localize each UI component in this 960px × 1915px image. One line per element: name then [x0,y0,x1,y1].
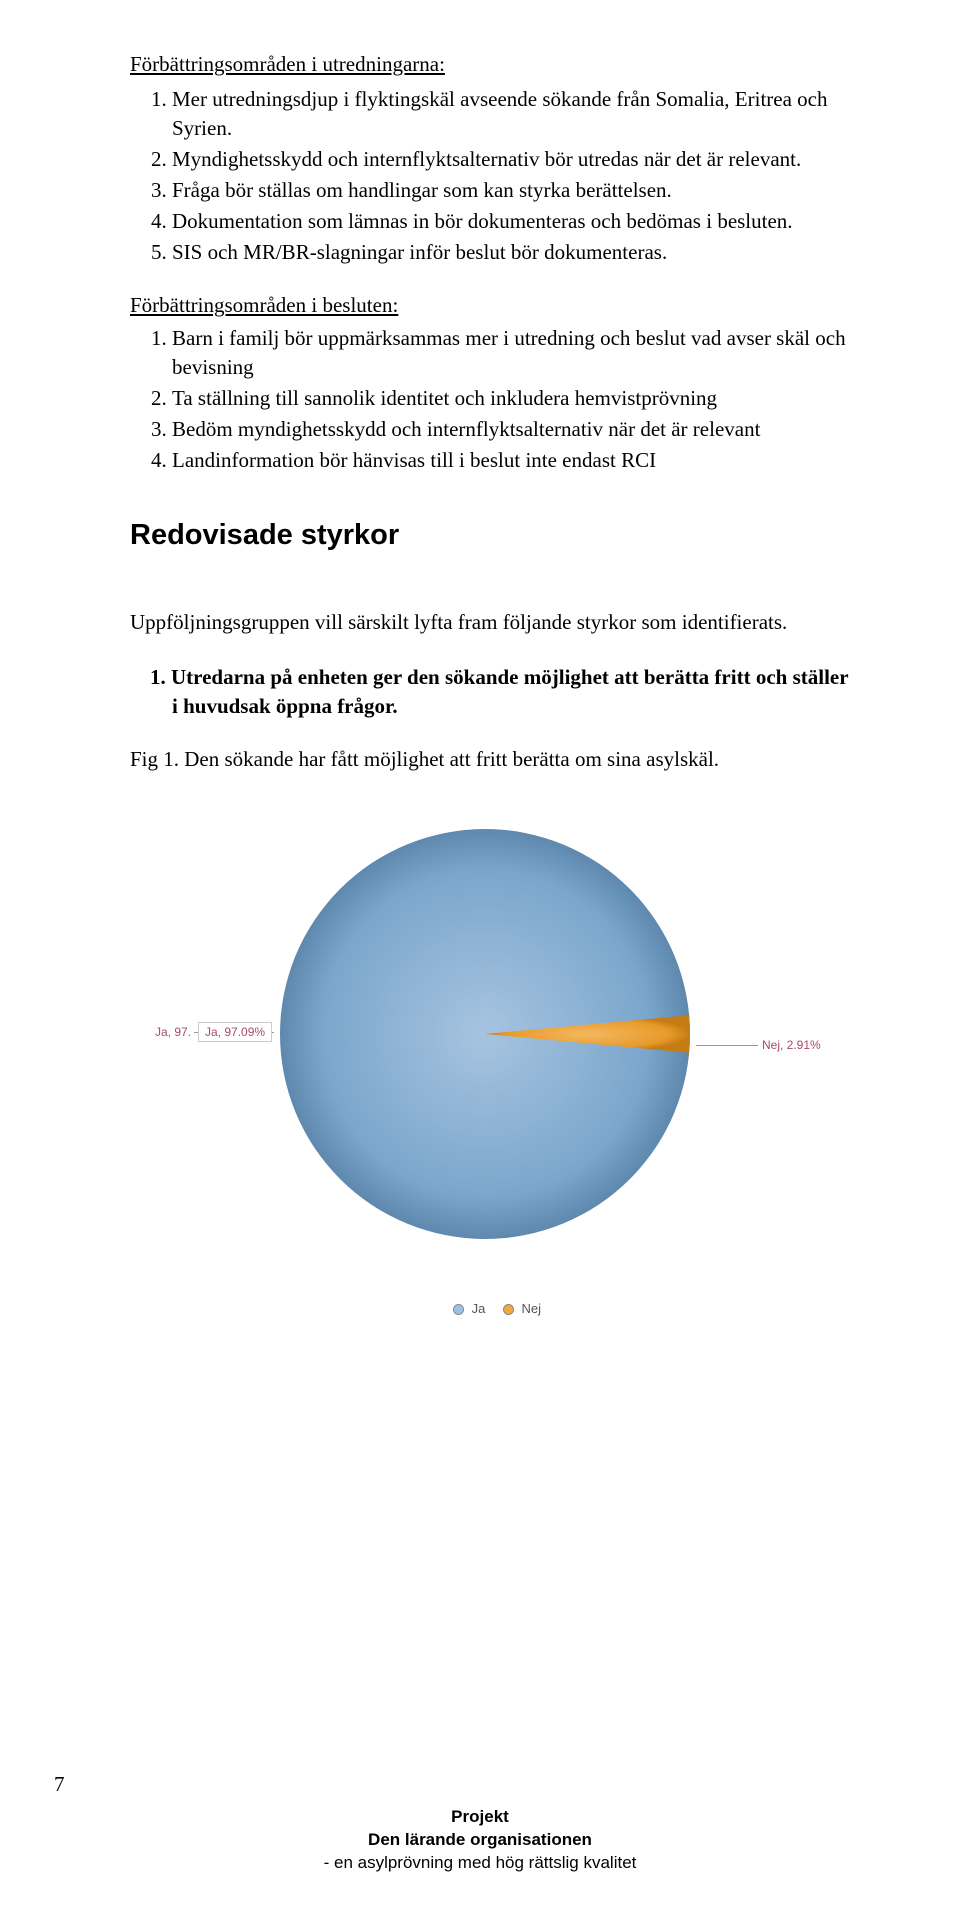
list-item: SIS och MR/BR-slagningar inför beslut bö… [172,238,850,267]
legend-label-nej: Nej [522,1301,542,1316]
pie-wrap [275,824,695,1244]
list-item: Mer utredningsdjup i flyktingskäl avseen… [172,85,850,143]
page-number: 7 [54,1772,65,1797]
list-besluten: Barn i familj bör uppmärksammas mer i ut… [130,324,850,475]
pie-label-ja-box: Ja, 97.09% [198,1022,272,1042]
list-item: Barn i familj bör uppmärksammas mer i ut… [172,324,850,382]
numbered-bold-item: 1. Utredarna på enheten ger den sökande … [130,663,850,721]
list-item: Dokumentation som lämnas in bör dokument… [172,207,850,236]
list-item: Landinformation bör hänvisas till i besl… [172,446,850,475]
legend-dot-nej [503,1304,514,1315]
pie-chart: Ja, 97. Ja, 97.09% Nej, 2.91% Ja Nej [130,784,850,1324]
connector-line [696,1045,758,1046]
legend-dot-ja [453,1304,464,1315]
section-heading-besluten: Förbättringsområden i besluten: [130,293,850,318]
footer-subtitle: - en asylprövning med hög rättslig kvali… [0,1852,960,1875]
list-item: Fråga bör ställas om handlingar som kan … [172,176,850,205]
pie-svg [275,824,695,1244]
page-footer: Projekt Den lärande organisationen - en … [0,1806,960,1875]
section-heading-utredningarna: Förbättringsområden i utredningarna: [130,50,850,79]
pie-label-nej: Nej, 2.91% [762,1038,821,1052]
list-item: Myndighetsskydd och internflyktsalternat… [172,145,850,174]
list-item: Bedöm myndighetsskydd och internflyktsal… [172,415,850,444]
list-utredningarna: Mer utredningsdjup i flyktingskäl avseen… [130,85,850,267]
chart-legend: Ja Nej [130,1301,850,1316]
pie-label-ja-truncated: Ja, 97. [155,1025,191,1039]
list-item: Ta ställning till sannolik identitet och… [172,384,850,413]
legend-label-ja: Ja [472,1301,486,1316]
figure-caption: Fig 1. Den sökande har fått möjlighet at… [130,745,850,774]
intro-paragraph: Uppföljningsgruppen vill särskilt lyfta … [130,608,850,637]
footer-title: Den lärande organisationen [0,1829,960,1852]
footer-project: Projekt [0,1806,960,1829]
page-content: Förbättringsområden i utredningarna: Mer… [0,0,960,1324]
heading-redovisade-styrkor: Redovisade styrkor [130,519,850,552]
